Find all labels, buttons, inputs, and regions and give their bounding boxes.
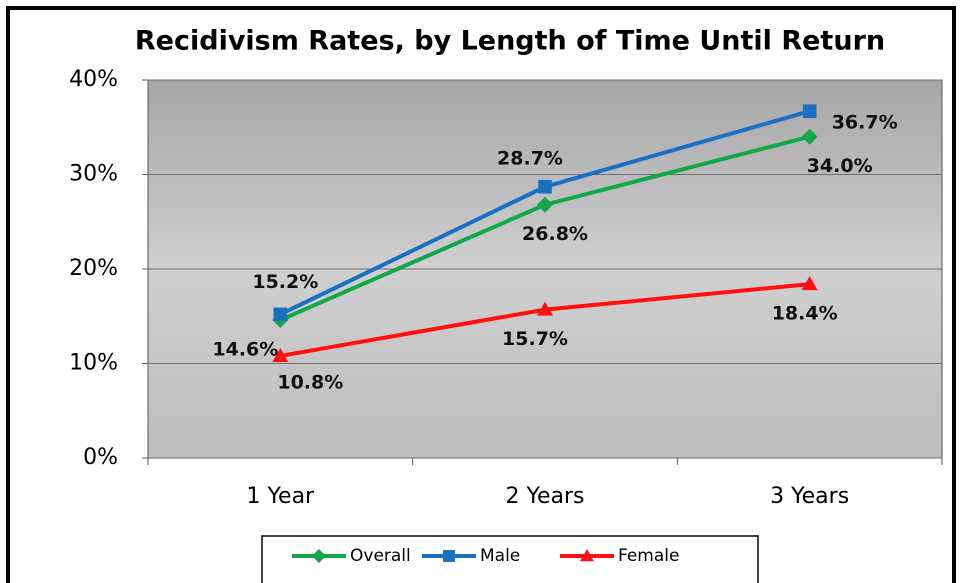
marker xyxy=(802,104,817,118)
marker xyxy=(537,196,553,213)
legend-label: Female xyxy=(618,546,679,566)
marker xyxy=(801,128,818,145)
marker xyxy=(538,179,552,194)
frame xyxy=(6,6,956,583)
data-label: 15.7% xyxy=(502,328,568,350)
marker xyxy=(273,307,288,322)
marker xyxy=(272,347,289,362)
y-tick-label: 30% xyxy=(69,162,118,187)
legend xyxy=(261,535,759,583)
y-tick-label: 0% xyxy=(83,445,118,470)
legend-label: Male xyxy=(480,546,520,566)
marker xyxy=(312,549,326,563)
data-label: 28.7% xyxy=(497,147,563,169)
legend-label: Overall xyxy=(350,546,411,566)
marker xyxy=(801,276,818,291)
data-label: 36.7% xyxy=(832,112,898,134)
data-label: 15.2% xyxy=(252,271,318,293)
data-label: 14.6% xyxy=(212,339,278,361)
data-label: 26.8% xyxy=(522,223,588,245)
y-tick-label: 20% xyxy=(69,256,118,281)
y-tick-label: 40% xyxy=(69,67,118,92)
x-tick-label: 3 Years xyxy=(770,484,849,509)
marker xyxy=(443,550,455,562)
x-tick-label: 1 Year xyxy=(247,484,316,509)
y-tick-label: 10% xyxy=(69,351,118,376)
data-label: 10.8% xyxy=(277,371,343,393)
x-tick-label: 2 Years xyxy=(505,484,584,509)
data-label: 18.4% xyxy=(772,303,838,325)
marker xyxy=(537,301,553,316)
marker xyxy=(580,549,594,562)
data-label: 34.0% xyxy=(807,155,873,177)
chart-title: Recidivism Rates, by Length of Time Unti… xyxy=(135,26,885,57)
